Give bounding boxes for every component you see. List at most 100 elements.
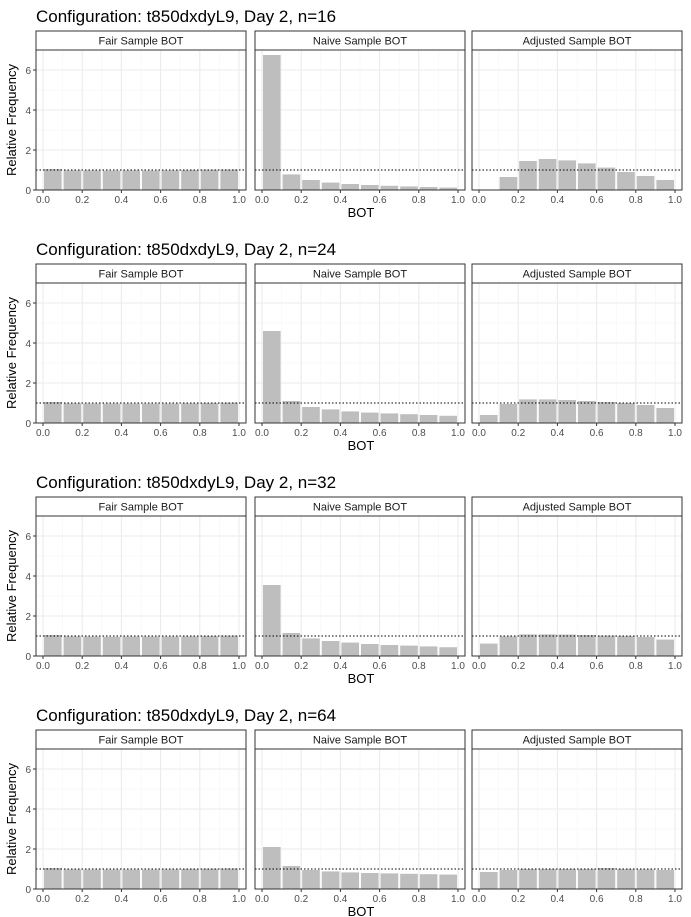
x-tick-label: 1.0 <box>668 428 682 439</box>
histogram-bar <box>519 869 537 889</box>
x-axis-label: BOT <box>348 671 375 686</box>
histogram-bar <box>597 635 616 656</box>
histogram-bar <box>558 160 577 190</box>
histogram-bar <box>577 401 596 423</box>
histogram-bar <box>321 409 340 423</box>
x-tick-label: 0.8 <box>629 428 643 439</box>
histogram-bar <box>479 643 498 656</box>
histogram-bar <box>220 402 239 423</box>
panel-border <box>35 515 247 657</box>
histogram-bar <box>617 869 635 889</box>
histogram-bar <box>161 636 180 656</box>
histogram-bar <box>636 176 655 190</box>
histogram-bar <box>321 641 340 656</box>
histogram-bar <box>360 412 379 423</box>
histogram-bar <box>341 872 360 889</box>
histogram-bar <box>419 874 438 889</box>
histogram-bar <box>439 874 458 889</box>
y-tick-label: 6 <box>25 532 31 543</box>
histogram-bar <box>400 414 418 423</box>
histogram-bar <box>63 636 82 656</box>
histogram-bar <box>161 869 180 889</box>
y-axis-label: Relative Frequency <box>4 297 19 409</box>
histogram-bar <box>262 331 281 423</box>
x-tick-label: 0.0 <box>36 894 50 905</box>
x-tick-label: 0.2 <box>294 195 308 206</box>
histogram-bar <box>220 868 239 889</box>
x-tick-label: 0.0 <box>36 195 50 206</box>
histogram-bar <box>597 167 616 190</box>
y-tick-label: 2 <box>25 612 31 623</box>
histogram-bar <box>400 873 418 889</box>
facet-strip-label: Fair Sample BOT <box>99 36 184 48</box>
histogram-bar <box>636 637 655 656</box>
histogram-bar <box>83 403 101 423</box>
y-tick-label: 4 <box>25 805 31 816</box>
histogram-bar <box>400 186 418 190</box>
histogram-bar <box>200 169 219 190</box>
histogram-bar <box>341 184 360 190</box>
x-tick-label: 0.0 <box>472 661 486 672</box>
histogram-bar <box>63 170 82 190</box>
x-tick-label: 0.0 <box>472 428 486 439</box>
x-tick-label: 0.2 <box>294 428 308 439</box>
y-axis-label: Relative Frequency <box>4 763 19 875</box>
panel-border <box>254 748 466 890</box>
x-tick-label: 0.8 <box>412 894 426 905</box>
x-tick-label: 1.0 <box>451 195 465 206</box>
x-tick-label: 0.8 <box>629 661 643 672</box>
histogram-bar <box>302 638 320 656</box>
x-tick-label: 0.2 <box>294 661 308 672</box>
histogram-bar <box>519 634 537 656</box>
histogram-bar <box>636 869 655 889</box>
histogram-bar <box>577 869 596 889</box>
facet-strip-label: Fair Sample BOT <box>99 502 184 514</box>
x-tick-label: 0.6 <box>590 661 604 672</box>
histogram-bar <box>519 399 537 423</box>
x-tick-label: 1.0 <box>232 428 246 439</box>
histogram-bar <box>83 869 101 889</box>
histogram-bar <box>321 871 340 889</box>
x-tick-label: 1.0 <box>668 661 682 672</box>
histogram-bar <box>656 870 675 889</box>
histogram-bar <box>617 636 635 656</box>
x-tick-label: 0.0 <box>472 894 486 905</box>
y-tick-label: 0 <box>25 419 31 430</box>
histogram-bar <box>538 159 557 190</box>
x-tick-label: 1.0 <box>232 661 246 672</box>
x-tick-label: 1.0 <box>451 428 465 439</box>
x-tick-label: 0.2 <box>511 894 525 905</box>
histogram-bar <box>360 644 379 656</box>
histogram-bar <box>141 403 160 423</box>
y-tick-label: 4 <box>25 339 31 350</box>
histogram-bar <box>43 169 62 190</box>
histogram-bar <box>282 633 301 656</box>
x-tick-label: 1.0 <box>668 195 682 206</box>
histogram-bar <box>617 403 635 423</box>
facet-strip-label: Naive Sample BOT <box>313 735 407 747</box>
y-tick-label: 4 <box>25 106 31 117</box>
x-tick-label: 0.0 <box>472 195 486 206</box>
y-tick-label: 0 <box>25 652 31 663</box>
facet-strip-label: Fair Sample BOT <box>99 269 184 281</box>
chart-title: Configuration: t850dxdyL9, Day 2, n=24 <box>36 240 336 259</box>
x-tick-label: 0.4 <box>114 894 128 905</box>
facet-strip-label: Adjusted Sample BOT <box>523 269 632 281</box>
histogram-bar <box>262 847 281 889</box>
histogram-bar <box>161 170 180 190</box>
histogram-bar <box>499 636 518 656</box>
histogram-bar <box>102 170 121 190</box>
x-tick-label: 0.2 <box>75 894 89 905</box>
x-axis-label: BOT <box>348 438 375 453</box>
histogram-bar <box>83 636 101 656</box>
histogram-bar <box>181 403 199 423</box>
x-tick-label: 0.2 <box>511 428 525 439</box>
histogram-bar <box>617 172 635 190</box>
histogram-bar <box>538 634 557 656</box>
x-tick-label: 0.8 <box>412 428 426 439</box>
x-tick-label: 0.8 <box>193 661 207 672</box>
histogram-bar <box>302 870 320 889</box>
x-tick-label: 0.8 <box>193 894 207 905</box>
histogram-bar <box>380 873 399 889</box>
facet-strip-label: Naive Sample BOT <box>313 502 407 514</box>
